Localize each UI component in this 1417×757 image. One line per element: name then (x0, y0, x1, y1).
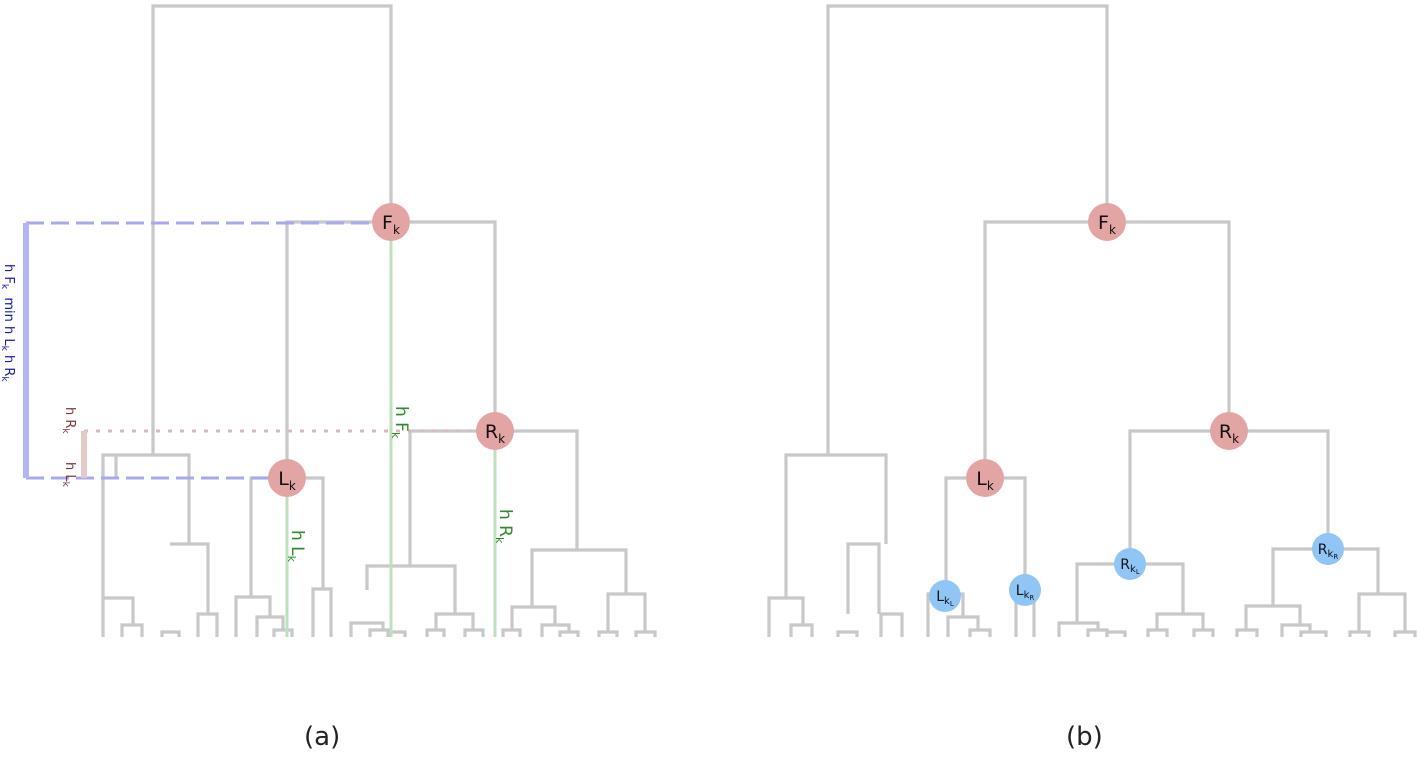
node-fk: Fk (372, 203, 410, 241)
node-lkl: LkL (929, 580, 961, 612)
label-blue-formula: h Fk min h Lk h Rk (0, 264, 16, 382)
svg-text:RkR: RkR (1318, 542, 1339, 561)
node-fk-b: Fk (1088, 203, 1126, 241)
svg-text:Fk: Fk (1098, 212, 1116, 237)
node-lk: Lk (268, 459, 306, 497)
panel-a: Fk Rk Lk h Fk h Rk h Lk h Rk h Lk h Fk m… (0, 4, 657, 637)
svg-text:Lk: Lk (976, 468, 994, 493)
reference-lines (23, 221, 495, 480)
side-label-rk: h Rk (60, 407, 77, 434)
nodes-a: Fk Rk Lk (268, 203, 514, 497)
panel-b: Fk Rk Lk LkL LkR RkL (767, 4, 1417, 637)
nodes-b: Fk Rk Lk LkL LkR RkL (929, 203, 1344, 612)
caption-a: (a) (304, 722, 341, 752)
caption-b: (b) (1066, 722, 1103, 752)
node-rkr: RkR (1312, 533, 1344, 565)
height-lines-green (285, 222, 497, 637)
svg-text:Lk: Lk (278, 468, 296, 493)
dendrogram-tree-a (101, 4, 657, 637)
svg-text:Fk: Fk (382, 212, 400, 237)
label-h-lk: h Lk (285, 530, 307, 563)
side-label-lk: h Lk (60, 462, 77, 488)
node-rk-b: Rk (1210, 412, 1248, 450)
svg-text:RkL: RkL (1120, 557, 1140, 576)
node-rk: Rk (476, 412, 514, 450)
svg-text:Rk: Rk (1219, 421, 1239, 446)
svg-text:Rk: Rk (485, 421, 505, 446)
side-labels-brown: h Rk h Lk (60, 407, 77, 488)
label-h-fk: h Fk (389, 406, 411, 439)
node-lk-b: Lk (966, 459, 1004, 497)
svg-text:LkR: LkR (1016, 583, 1035, 602)
node-rkl: RkL (1114, 548, 1146, 580)
node-lkr: LkR (1009, 574, 1041, 606)
label-h-rk: h Rk (493, 509, 515, 544)
height-labels-green: h Fk h Rk h Lk (285, 406, 515, 563)
svg-text:LkL: LkL (936, 589, 954, 608)
